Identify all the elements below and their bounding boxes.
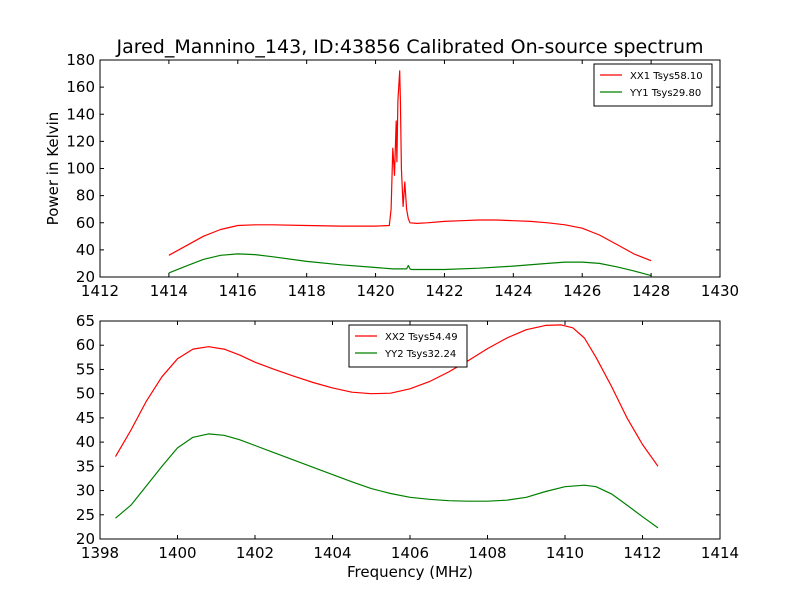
chart-title: Jared_Mannino_143, ID:43856 Calibrated O… (115, 36, 703, 58)
y-tick-label: 30 (76, 482, 95, 500)
y-tick-label: 60 (76, 336, 95, 354)
x-tick-label: 1414 (150, 282, 188, 300)
y-tick-label: 180 (66, 51, 95, 69)
x-tick-label: 1424 (494, 282, 532, 300)
x-tick-label: 1404 (313, 544, 351, 562)
x-tick-label: 1428 (632, 282, 670, 300)
y-tick-label: 50 (76, 385, 95, 403)
legend: XX2 Tsys54.49 YY2 Tsys32.24 (348, 324, 468, 368)
x-tick-label: 1430 (701, 282, 739, 300)
series-line-xx (114, 324, 659, 467)
top-spectrum-chart: 1412 1414 1416 1418 1420 1422 1424 1426 1428 1430… (44, 51, 739, 300)
y-axis-label: Power in Kelvin (44, 112, 62, 226)
y-tick-label: 65 (76, 312, 95, 330)
series-line-xx (168, 70, 652, 262)
legend-box (348, 324, 468, 368)
y-tick-label: 20 (76, 268, 95, 286)
legend-box (593, 63, 713, 107)
x-tick-label: 1416 (219, 282, 257, 300)
y-tick-label: 20 (76, 530, 95, 548)
y-tick-label: 140 (66, 105, 95, 123)
y-tick-label: 55 (76, 360, 95, 378)
x-tick-label: 1414 (701, 544, 739, 562)
series-line-yy (168, 253, 652, 277)
x-tick-label: 1412 (623, 544, 661, 562)
y-tick-label: 100 (66, 160, 95, 178)
x-tick-label: 1418 (288, 282, 326, 300)
y-tick-label: 60 (76, 214, 95, 232)
x-tick-label: 1422 (425, 282, 463, 300)
legend-label: XX1 Tsys58.10 (630, 71, 703, 82)
x-tick-label: 1398 (81, 544, 119, 562)
y-tick-label: 80 (76, 187, 95, 205)
y-tick-label: 45 (76, 409, 95, 427)
y-tick-label: 160 (66, 78, 95, 96)
x-tick-label: 1406 (391, 544, 429, 562)
x-tick-label: 1402 (236, 544, 274, 562)
legend-label: YY1 Tsys29.80 (629, 88, 701, 99)
legend: XX1 Tsys58.10 YY1 Tsys29.80 (593, 63, 713, 107)
bottom-spectrum-chart: 1398 1400 1402 1404 1406 1408 1410 1412 1414 20 25… (76, 312, 739, 581)
x-axis-label: Frequency (MHz) (347, 563, 473, 581)
x-tick-label: 1400 (158, 544, 196, 562)
legend-label: XX2 Tsys54.49 (385, 332, 458, 343)
series-line-yy (115, 433, 659, 529)
x-tick-label: 1426 (563, 282, 601, 300)
y-tick-label: 25 (76, 506, 95, 524)
y-tick-label: 40 (76, 241, 95, 259)
x-tick-label: 1408 (468, 544, 506, 562)
y-tick-label: 120 (66, 132, 95, 150)
y-tick-label: 35 (76, 457, 95, 475)
x-tick-label: 1410 (546, 544, 584, 562)
x-tick-label: 1412 (81, 282, 119, 300)
x-tick-label: 1420 (356, 282, 394, 300)
legend-label: YY2 Tsys32.24 (384, 349, 456, 360)
y-tick-label: 40 (76, 433, 95, 451)
